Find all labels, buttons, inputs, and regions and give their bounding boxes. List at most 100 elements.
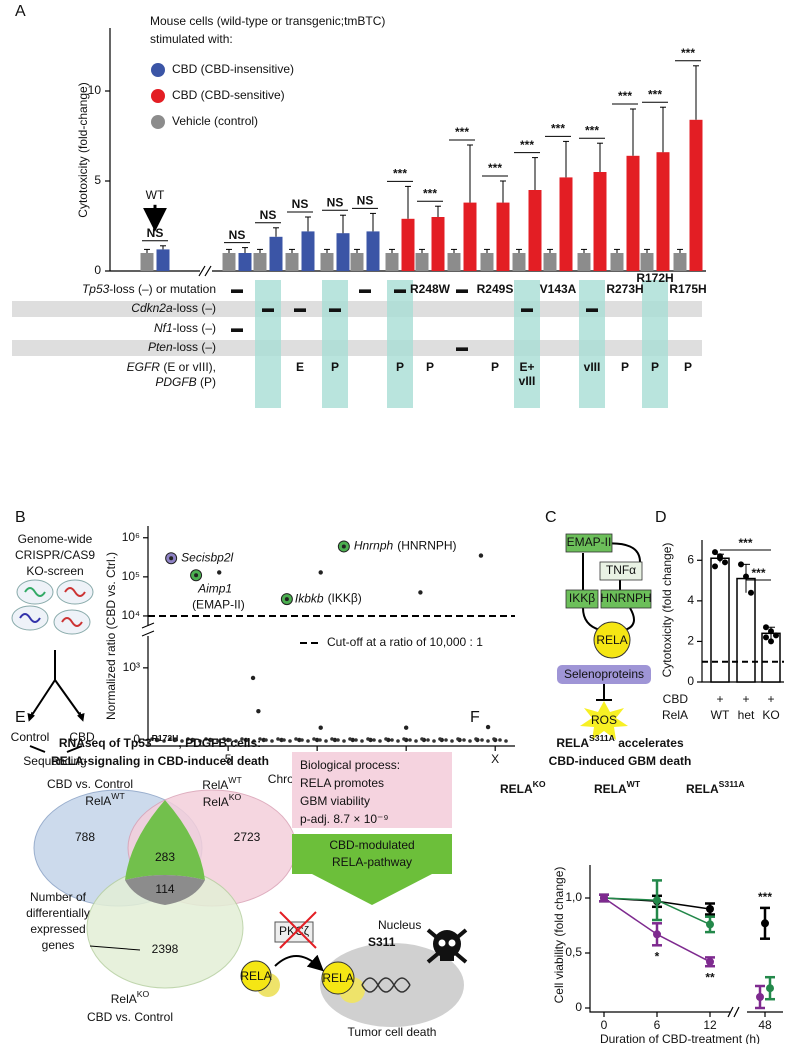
series-line bbox=[603, 897, 658, 901]
node-box bbox=[599, 561, 643, 581]
baseline-dot bbox=[408, 738, 412, 742]
baseline-dot bbox=[420, 737, 424, 741]
venn-label-sup: KO bbox=[229, 792, 242, 802]
table-cell: ▬ bbox=[359, 282, 371, 296]
axis-break bbox=[198, 265, 212, 277]
y-tick-label: 10⁵ bbox=[122, 569, 140, 583]
baseline-dot bbox=[264, 738, 268, 742]
arrow bbox=[27, 711, 36, 722]
panel-letter: C bbox=[545, 509, 557, 526]
row-label-part: -loss (–) bbox=[173, 321, 216, 335]
legend-label: Vehicle (control) bbox=[172, 114, 258, 128]
cbd-mark: + bbox=[716, 692, 723, 706]
panel-letter: B bbox=[15, 509, 26, 526]
y-tick-label: 10 bbox=[88, 83, 102, 97]
column-highlight bbox=[255, 280, 281, 408]
bar bbox=[577, 253, 591, 271]
baseline-dot bbox=[414, 739, 418, 743]
venn-label: RelAWT bbox=[202, 775, 242, 792]
venn-ab bbox=[125, 800, 205, 880]
column-highlight bbox=[514, 280, 540, 408]
point bbox=[748, 589, 754, 596]
significance-label: *** bbox=[423, 186, 437, 200]
axis-break-mark bbox=[141, 622, 155, 637]
table-cell: ▬ bbox=[262, 301, 274, 315]
venn-label-base: RelA bbox=[111, 992, 137, 1006]
significance-label: *** bbox=[648, 87, 662, 101]
point bbox=[318, 570, 323, 575]
nucleus bbox=[320, 943, 464, 1027]
y-tick-label: 0 bbox=[133, 732, 140, 746]
significance-label: *** bbox=[618, 89, 632, 103]
baseline-dot bbox=[318, 738, 322, 742]
node-label: Selenoproteins bbox=[564, 667, 644, 681]
baseline-dot bbox=[342, 739, 346, 743]
bar bbox=[512, 253, 526, 271]
table-cell: vIII bbox=[519, 374, 536, 388]
legend-marker bbox=[151, 89, 165, 103]
legend-label-sup: S311A bbox=[719, 779, 745, 789]
point bbox=[763, 634, 769, 641]
baseline-dot bbox=[150, 737, 154, 741]
baseline-dot bbox=[312, 737, 316, 741]
baseline-dot bbox=[372, 738, 376, 742]
node-box bbox=[600, 589, 652, 609]
rela-blob bbox=[240, 960, 272, 992]
venn-label-sup: WT bbox=[111, 791, 125, 801]
significance-label: ** bbox=[705, 970, 715, 984]
panel-letter: D bbox=[655, 509, 667, 526]
point bbox=[297, 737, 302, 743]
node-box bbox=[557, 665, 651, 684]
baseline-dot bbox=[336, 738, 340, 742]
table-cell: ▬ bbox=[586, 301, 598, 315]
significance-label: * bbox=[655, 949, 660, 963]
column-highlight bbox=[642, 280, 668, 408]
highlight-core bbox=[341, 544, 346, 549]
baseline-dot bbox=[180, 739, 184, 743]
screen-branch: Control bbox=[11, 730, 50, 744]
y-tick-label: 0 bbox=[575, 1000, 582, 1014]
title-part: CBD-induced GBM death bbox=[549, 754, 692, 768]
venn-count: 2723 bbox=[234, 830, 261, 844]
row-label: RelA bbox=[662, 708, 688, 722]
y-tick-label: 2 bbox=[687, 634, 694, 648]
title: RNAseq of Tp53R172H, PDGFB cells: bbox=[59, 733, 261, 750]
point bbox=[722, 559, 728, 566]
table-cell: ▬ bbox=[521, 301, 533, 315]
baseline-dot bbox=[438, 737, 442, 741]
baseline-dot bbox=[276, 737, 280, 741]
row-label: Tp53-loss (–) or mutation bbox=[82, 282, 216, 296]
row-label: PDGFB (P) bbox=[155, 375, 216, 389]
nucleus-label: Nucleus bbox=[378, 918, 421, 932]
process-text: GBM viability bbox=[300, 794, 370, 808]
pathway-links bbox=[582, 542, 641, 631]
bar bbox=[320, 253, 334, 271]
table-cell: P bbox=[621, 360, 629, 374]
rela-node bbox=[593, 621, 631, 659]
series-line bbox=[603, 897, 658, 935]
baseline-dot bbox=[396, 739, 400, 743]
category-label: het bbox=[738, 708, 755, 722]
rela-label: RELA bbox=[322, 971, 353, 985]
screen-branch: CBD bbox=[69, 730, 95, 744]
significance-label: NS bbox=[292, 197, 309, 211]
y-tick-label: 10⁴ bbox=[121, 608, 140, 622]
node-label: HNRNPH bbox=[600, 591, 651, 605]
venn-count: 2398 bbox=[152, 942, 179, 956]
pathway-text: RELA-pathway bbox=[332, 855, 412, 869]
baseline-dot bbox=[156, 738, 160, 742]
venn-label-sup: WT bbox=[228, 775, 242, 785]
baseline-dot bbox=[474, 737, 478, 741]
series-line bbox=[656, 933, 711, 963]
table-cell: P bbox=[426, 360, 434, 374]
legend-label: CBD (CBD-insensitive) bbox=[172, 62, 294, 76]
bar bbox=[401, 218, 415, 271]
skull-eye bbox=[448, 939, 456, 947]
legend-label-base: RELA bbox=[686, 782, 719, 796]
screen-text: CRISPR/CAS9 bbox=[15, 548, 95, 562]
point bbox=[256, 708, 261, 714]
table-cell: ▬ bbox=[294, 301, 306, 315]
column-highlight bbox=[579, 280, 605, 408]
bar bbox=[480, 253, 494, 271]
point bbox=[738, 561, 744, 568]
